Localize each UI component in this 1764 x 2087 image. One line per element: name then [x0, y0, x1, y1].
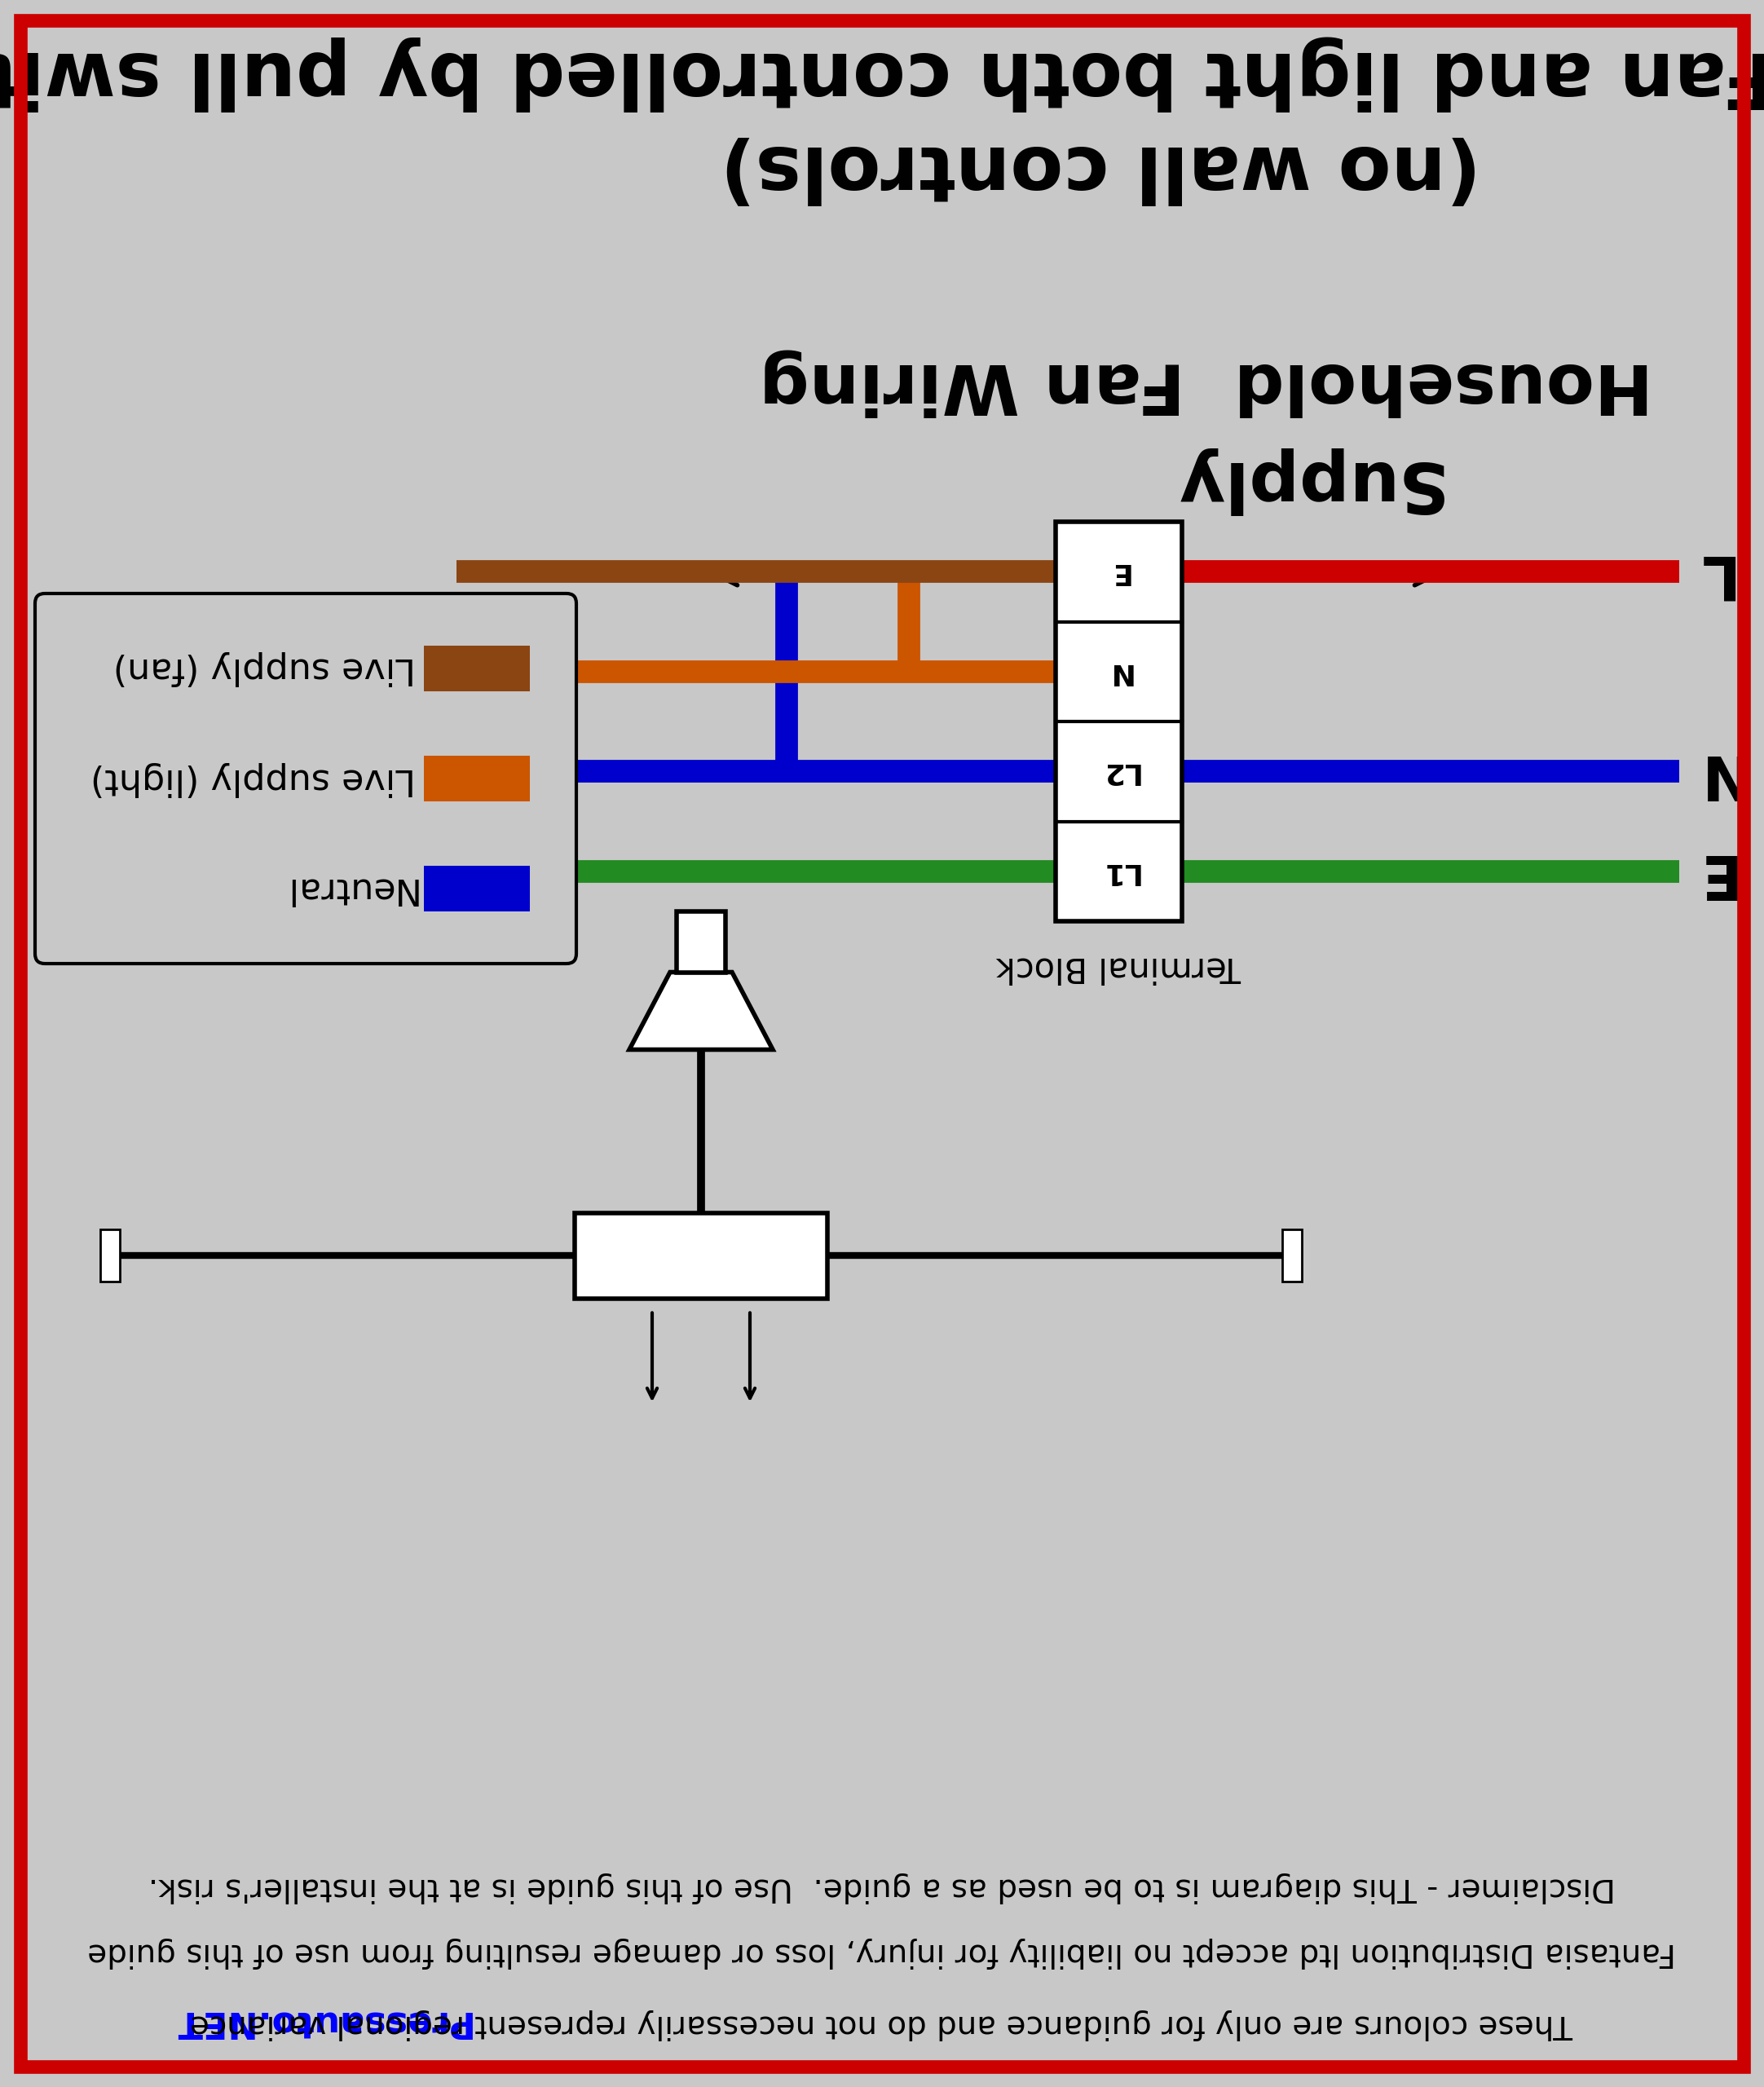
Bar	[423, 755, 529, 801]
Text: E: E	[1110, 557, 1129, 586]
Text: Household  Fan Wiring: Household Fan Wiring	[759, 349, 1653, 417]
Text: (no wall controls): (no wall controls)	[720, 129, 1482, 205]
FancyBboxPatch shape	[35, 593, 577, 964]
Bar	[423, 866, 529, 912]
Text: N: N	[1106, 657, 1131, 685]
Polygon shape	[630, 973, 773, 1050]
Text: Disclaimer - This diagram is to be used as a guide.  Use of this guide is at the: Disclaimer - This diagram is to be used …	[148, 1872, 1616, 1903]
Text: N: N	[1692, 741, 1743, 801]
Text: 2. Fan and light both controlled by pull switch: 2. Fan and light both controlled by pull…	[0, 35, 1764, 111]
Text: Live supply (light): Live supply (light)	[90, 762, 416, 795]
Bar	[1055, 522, 1182, 920]
Text: L2: L2	[1099, 758, 1138, 785]
Text: Supply: Supply	[1170, 447, 1439, 515]
Text: Fantasia Distribution ltd accept no liability for injury, loss or damage resulti: Fantasia Distribution ltd accept no liab…	[88, 1937, 1676, 1968]
Text: L1: L1	[1099, 858, 1138, 885]
Bar	[423, 645, 529, 691]
Text: These colours are only for guidance and do not necessarily represent regional va: These colours are only for guidance and …	[191, 2008, 1573, 2039]
Text: Live supply (fan): Live supply (fan)	[113, 651, 416, 687]
Text: Neutral: Neutral	[282, 870, 416, 906]
Text: E: E	[1692, 841, 1734, 902]
Bar	[677, 912, 725, 973]
Text: Terminal Block: Terminal Block	[997, 950, 1242, 983]
Bar	[101, 1229, 120, 1281]
Bar	[1282, 1229, 1302, 1281]
Bar	[575, 1213, 827, 1298]
Text: Pressauto.NET: Pressauto.NET	[171, 2004, 469, 2039]
Text: L: L	[1692, 543, 1730, 601]
